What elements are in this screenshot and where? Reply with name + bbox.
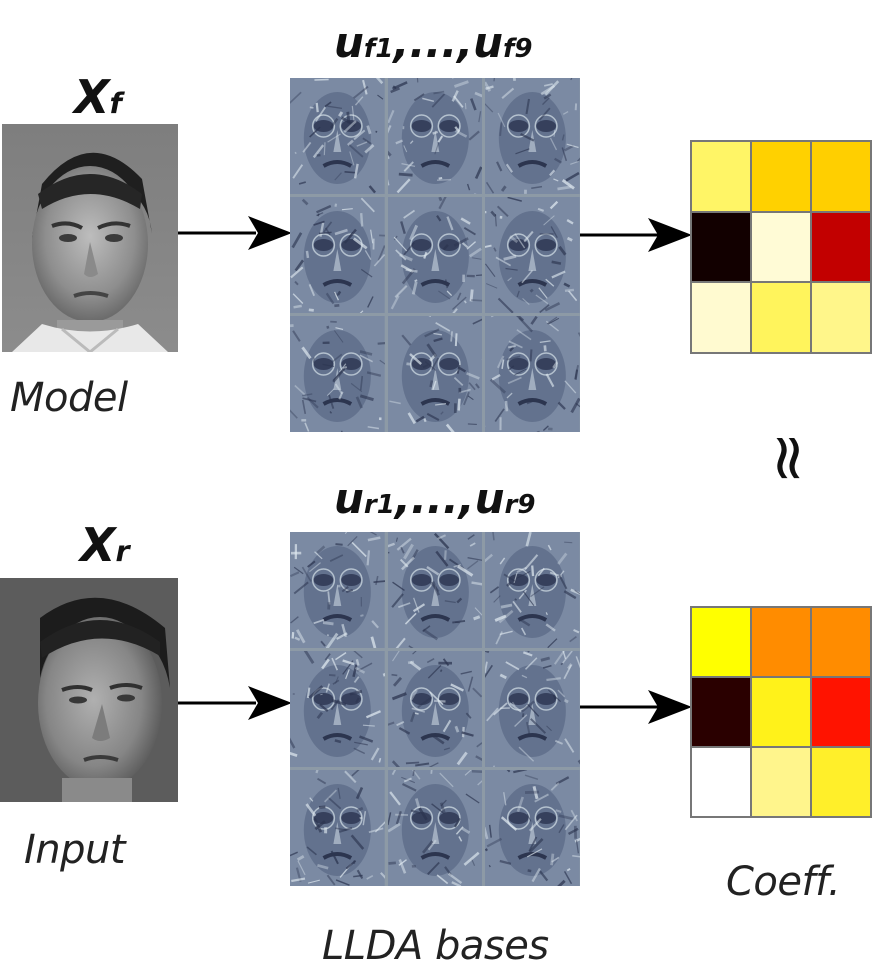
model-coeff-cell [691, 211, 751, 283]
input-variable-label: Xr [80, 518, 130, 572]
input-basis-image [485, 651, 580, 767]
model-basis-image [387, 316, 483, 432]
input-basis-image [387, 770, 483, 886]
input-coeff-cell [811, 607, 871, 677]
model-coeff-cell [751, 282, 811, 353]
model-basis-image [387, 78, 483, 194]
input-caption: Input [24, 827, 126, 873]
model-basis-image [387, 197, 483, 313]
coeff-caption: Coeff. [726, 859, 841, 905]
model-basis-image [290, 316, 385, 432]
input-coeff-cell [691, 747, 751, 817]
model-coeff-cell [691, 282, 751, 353]
input-basis-image [290, 651, 385, 767]
input-basis-image [290, 770, 385, 886]
model-coeff-cell [811, 282, 871, 353]
model-coeff-cell [811, 211, 871, 283]
input-coeff-cell [691, 607, 751, 677]
arrow-right-icon [178, 686, 292, 720]
model-basis-image [485, 197, 580, 313]
model-coeff-heatmap [690, 140, 872, 354]
arrow-right-icon [580, 218, 692, 252]
model-basis-image [290, 78, 385, 194]
model-coeff-cell [811, 141, 871, 212]
input-coeff-cell [811, 747, 871, 817]
input-basis-image [290, 532, 385, 648]
input-basis-image [387, 651, 483, 767]
input-bases-grid [290, 532, 580, 886]
input-basis-image [485, 770, 580, 886]
input-basis-image [485, 532, 580, 648]
model-coeff-cell [751, 141, 811, 212]
input-coeff-cell [811, 677, 871, 747]
model-coeff-cell [751, 211, 811, 283]
input-coeff-cell [751, 747, 811, 817]
model-bases-label: uf1,...,uf9 [334, 18, 533, 67]
input-coeff-cell [751, 607, 811, 677]
model-caption: Model [10, 375, 128, 421]
input-face-photo [0, 578, 178, 802]
model-face-photo [2, 124, 178, 352]
input-coeff-heatmap [690, 606, 872, 818]
input-bases-label: ur1,...,ur9 [334, 474, 536, 523]
model-basis-image [290, 197, 385, 313]
model-variable-label: Xf [74, 70, 122, 124]
input-coeff-cell [691, 677, 751, 747]
approx-symbol: ≈ [751, 431, 826, 485]
input-basis-image [387, 532, 483, 648]
input-coeff-cell [751, 677, 811, 747]
model-basis-image [485, 78, 580, 194]
model-basis-image [485, 316, 580, 432]
bases-caption: LLDA bases [322, 923, 549, 969]
model-coeff-cell [691, 141, 751, 212]
model-bases-grid [290, 78, 580, 432]
arrow-right-icon [178, 216, 292, 250]
arrow-right-icon [580, 690, 692, 724]
